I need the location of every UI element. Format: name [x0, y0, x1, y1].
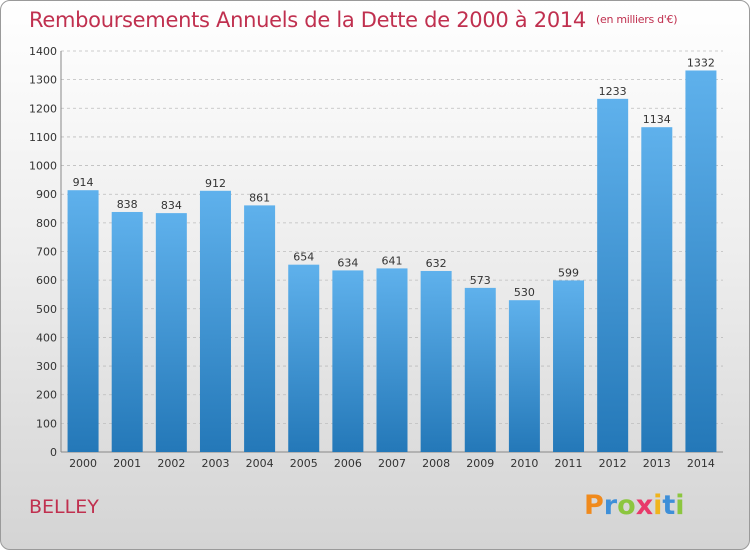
data-label-2012: 1233	[599, 85, 627, 98]
logo-letter-6: i	[675, 490, 685, 521]
x-tick-label: 2012	[599, 457, 627, 470]
title-text: Remboursements Annuels de la Dette de 20…	[29, 8, 586, 32]
logo-letter-3: x	[635, 490, 654, 521]
x-tick-label: 2011	[555, 457, 583, 470]
data-label-2003: 912	[205, 177, 226, 190]
x-tick-label: 2001	[113, 457, 141, 470]
logo-letter-0: P	[584, 490, 604, 521]
y-tick-label: 300	[36, 360, 57, 373]
bar-2009	[464, 287, 496, 452]
data-label-2004: 861	[249, 191, 270, 204]
data-label-2008: 632	[426, 257, 447, 270]
x-tick-label: 2013	[643, 457, 671, 470]
data-label-2000: 914	[73, 176, 94, 189]
y-tick-label: 400	[36, 331, 57, 344]
data-label-2011: 599	[558, 266, 579, 279]
y-tick-label: 200	[36, 389, 57, 402]
x-tick-label: 2004	[246, 457, 274, 470]
logo-letter-2: o	[617, 490, 636, 521]
x-tick-label: 2008	[422, 457, 450, 470]
data-label-2002: 834	[161, 199, 182, 212]
title-unit: (en milliers d'€)	[596, 13, 678, 26]
proxiti-logo[interactable]: Proxiti	[584, 490, 685, 521]
data-label-2007: 641	[382, 254, 403, 267]
x-tick-label: 2009	[466, 457, 494, 470]
y-tick-label: 500	[36, 303, 57, 316]
chart-title: Remboursements Annuels de la Dette de 20…	[29, 8, 677, 32]
bar-2010	[508, 300, 540, 452]
x-tick-label: 2010	[510, 457, 538, 470]
y-tick-label: 900	[36, 188, 57, 201]
bar-2001	[111, 211, 143, 452]
x-tick-label: 2006	[334, 457, 362, 470]
logo-letter-1: r	[603, 490, 618, 521]
bar-2008	[420, 270, 452, 452]
bar-2012	[597, 98, 629, 453]
bar-2014	[685, 70, 717, 452]
y-tick-label: 600	[36, 274, 57, 287]
logo-letter-5: t	[662, 490, 676, 521]
x-tick-label: 2005	[290, 457, 318, 470]
y-tick-label: 800	[36, 217, 57, 230]
bar-2005	[288, 264, 320, 452]
y-tick-label: 1000	[29, 160, 57, 173]
data-label-2009: 573	[470, 274, 491, 287]
bar-2004	[244, 205, 276, 452]
data-label-2001: 838	[117, 198, 138, 211]
y-tick-label: 100	[36, 417, 57, 430]
data-label-2010: 530	[514, 286, 535, 299]
data-label-2005: 654	[293, 251, 314, 264]
y-tick-label: 700	[36, 246, 57, 259]
y-tick-label: 1200	[29, 102, 57, 115]
x-axis: 2000 2001 2002 2003 2004 2005 2006 2007 2008 2009…	[69, 457, 715, 470]
logo-letter-4: i	[653, 490, 663, 521]
y-tick-label: 1400	[29, 45, 57, 58]
bar-2000	[67, 190, 99, 452]
bar-2007	[376, 268, 408, 452]
x-tick-label: 2007	[378, 457, 406, 470]
x-tick-label: 2000	[69, 457, 97, 470]
x-tick-label: 2003	[201, 457, 229, 470]
data-label-2006: 634	[337, 256, 358, 269]
bar-2011	[553, 280, 585, 452]
y-tick-label: 0	[50, 446, 57, 459]
bar-2006	[332, 270, 364, 452]
y-tick-label: 1300	[29, 74, 57, 87]
data-label-2013: 1134	[643, 113, 671, 126]
bar-2002	[155, 213, 187, 452]
y-axis: 0 100 200 300 400 500 600 700 800 900 1000 1100 1200…	[29, 45, 723, 459]
commune-name: BELLEY	[29, 496, 99, 518]
bar-2003	[199, 190, 231, 452]
y-tick-label: 1100	[29, 131, 57, 144]
data-label-2014: 1332	[687, 56, 715, 69]
bars: 914 838 834 912 861 654 634 641 632 573 530 599 1233…	[67, 56, 717, 453]
x-tick-label: 2014	[687, 457, 715, 470]
x-tick-label: 2002	[157, 457, 185, 470]
bar-2013	[641, 127, 673, 452]
